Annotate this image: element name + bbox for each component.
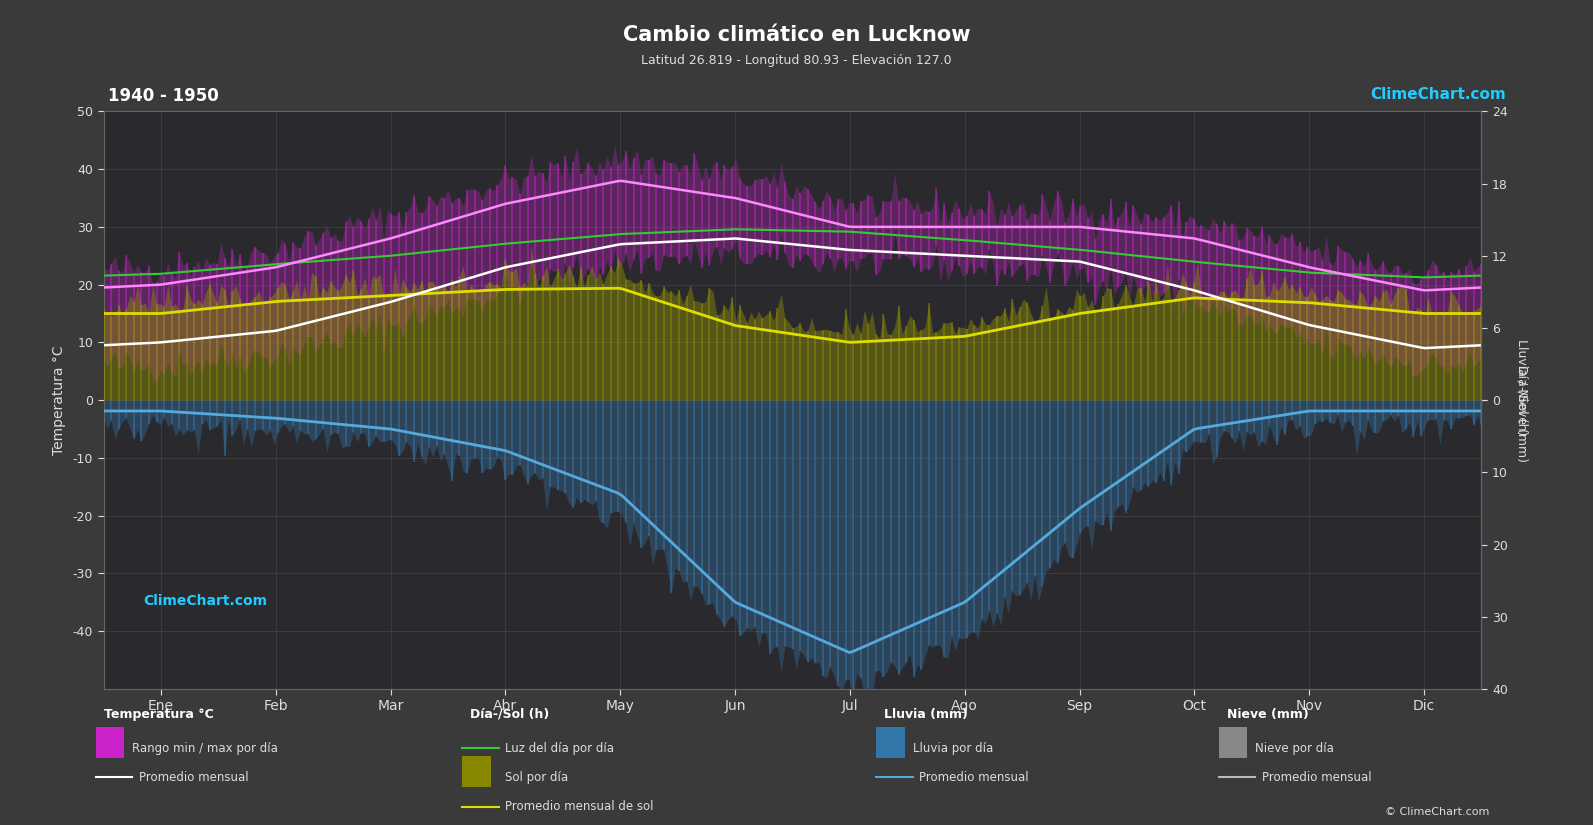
Text: Cambio climático en Lucknow: Cambio climático en Lucknow — [623, 25, 970, 45]
Text: Promedio mensual de sol: Promedio mensual de sol — [505, 800, 653, 813]
Text: Lluvia por día: Lluvia por día — [913, 742, 992, 755]
Text: Promedio mensual: Promedio mensual — [1262, 771, 1372, 784]
Text: Nieve por día: Nieve por día — [1255, 742, 1335, 755]
Text: ClimeChart.com: ClimeChart.com — [143, 594, 268, 608]
Text: Nieve (mm): Nieve (mm) — [1227, 708, 1308, 721]
Text: Lluvia (mm): Lluvia (mm) — [884, 708, 969, 721]
Text: Temperatura °C: Temperatura °C — [104, 708, 213, 721]
Text: Promedio mensual: Promedio mensual — [919, 771, 1029, 784]
Text: Promedio mensual: Promedio mensual — [139, 771, 249, 784]
Text: 1940 - 1950: 1940 - 1950 — [108, 87, 220, 105]
Y-axis label: Lluvia / Nieve (mm): Lluvia / Nieve (mm) — [1515, 338, 1529, 462]
Text: Latitud 26.819 - Longitud 80.93 - Elevación 127.0: Latitud 26.819 - Longitud 80.93 - Elevac… — [642, 54, 951, 67]
Y-axis label: Temperatura °C: Temperatura °C — [53, 346, 65, 455]
Text: Luz del día por día: Luz del día por día — [505, 742, 613, 755]
Text: ClimeChart.com: ClimeChart.com — [1370, 87, 1505, 101]
Text: Rango min / max por día: Rango min / max por día — [132, 742, 279, 755]
Text: © ClimeChart.com: © ClimeChart.com — [1384, 807, 1489, 817]
Y-axis label: Día-/Sol (h): Día-/Sol (h) — [1515, 365, 1529, 436]
Text: Sol por día: Sol por día — [505, 771, 569, 784]
Text: Día-/Sol (h): Día-/Sol (h) — [470, 708, 550, 721]
